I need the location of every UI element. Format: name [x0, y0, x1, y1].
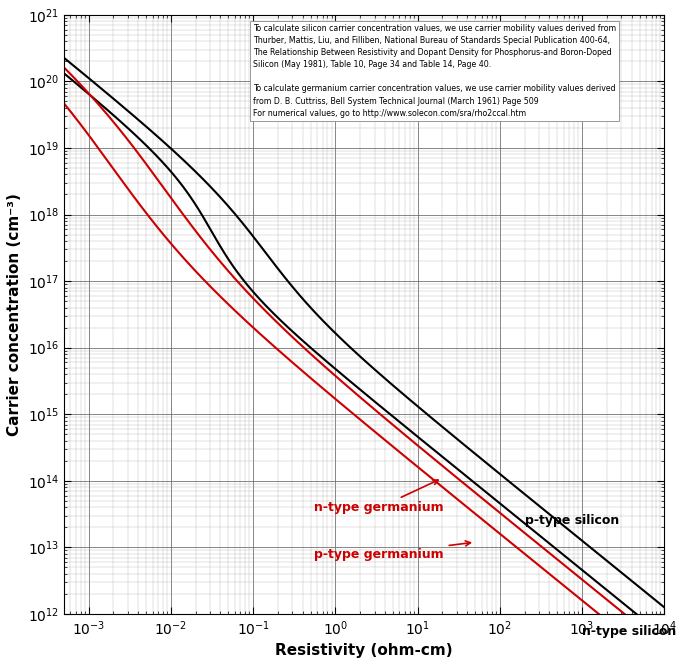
- Text: n-type silicon: n-type silicon: [582, 625, 676, 638]
- Y-axis label: Carrier concentration (cm⁻³): Carrier concentration (cm⁻³): [7, 193, 22, 436]
- Text: To calculate silicon carrier concentration values, we use carrier mobility value: To calculate silicon carrier concentrati…: [253, 24, 616, 118]
- Text: n-type germanium: n-type germanium: [314, 480, 444, 514]
- Text: p-type germanium: p-type germanium: [314, 541, 471, 561]
- X-axis label: Resistivity (ohm-cm): Resistivity (ohm-cm): [275, 643, 453, 658]
- Text: p-type silicon: p-type silicon: [525, 515, 619, 527]
